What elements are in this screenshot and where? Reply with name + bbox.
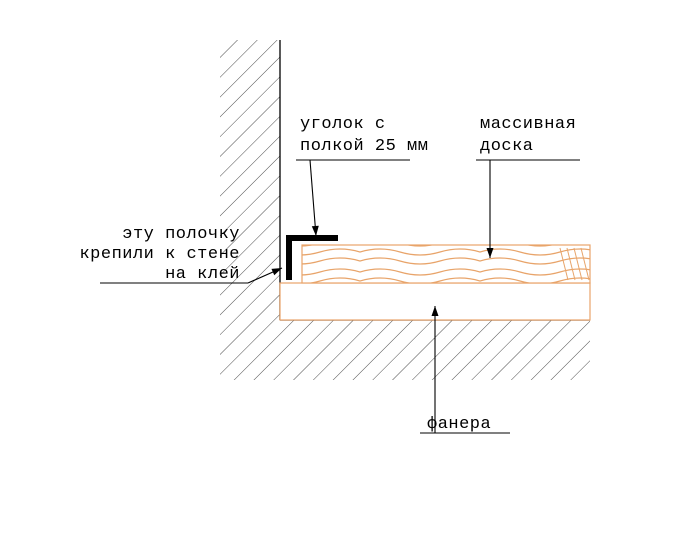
label-solid-board: массивная xyxy=(480,115,576,134)
label-plywood: фанера xyxy=(427,415,491,434)
label-glue-note: крепили к стене xyxy=(79,245,240,264)
label-angle-bracket: уголок с xyxy=(300,115,386,134)
label-glue-note: на клей xyxy=(165,265,240,284)
angle-bracket-vertical xyxy=(286,235,292,280)
angle-bracket-horizontal xyxy=(286,235,338,241)
label-solid-board: доска xyxy=(480,137,534,156)
label-glue-note: эту полочку xyxy=(122,225,240,244)
floor-hatch xyxy=(220,320,590,380)
label-angle-bracket: полкой 25 мм xyxy=(300,137,428,156)
